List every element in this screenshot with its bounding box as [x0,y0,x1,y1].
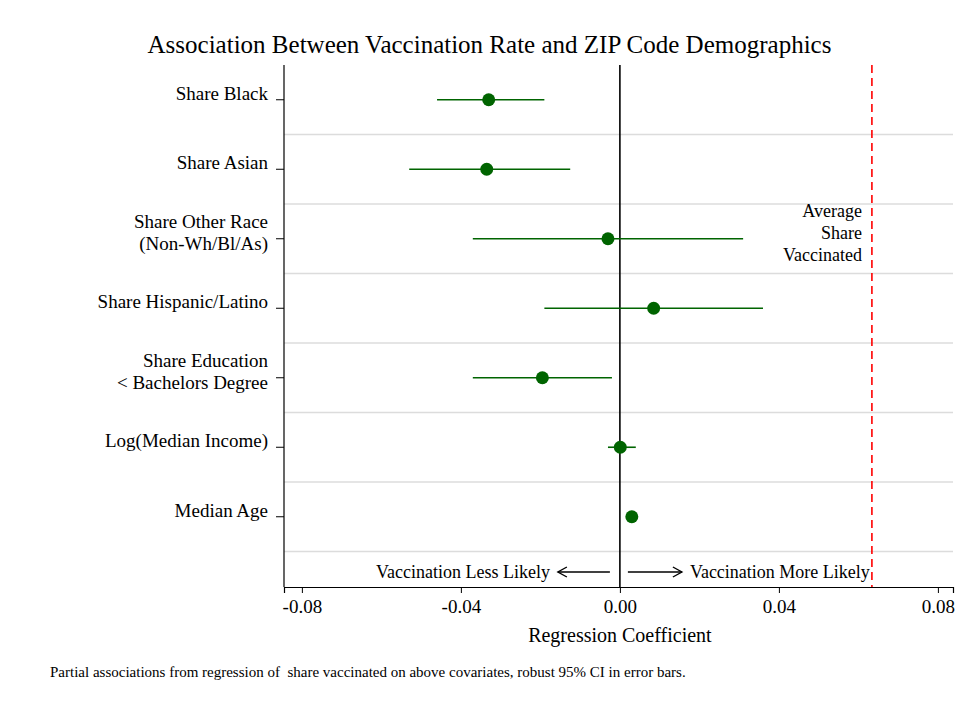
annotation: Vaccination Less Likely [376,562,550,582]
y-tick-label: Median Age [175,500,268,521]
y-tick-label: Share Education< Bachelors Degree [117,350,269,393]
point [601,232,614,245]
footnote: Partial associations from regression of … [50,664,686,680]
y-axis: Share Black Share Asian Share Other Race(N… [98,65,284,587]
y-tick: Share Black [176,83,284,104]
x-tick-mark [461,587,462,593]
x-tick: -0.04 [442,587,482,617]
reference-label: AverageShareVaccinated [783,201,862,265]
y-tick-mark [276,238,284,239]
x-tick-mark [302,587,303,593]
x-tick-label: 0.04 [763,596,797,617]
marks [409,65,872,587]
x-tick-mark [779,587,780,593]
arrow-head [558,567,567,577]
y-tick: Share Education< Bachelors Degree [117,350,284,393]
point [614,441,627,454]
direction-annotations: Vaccination Less Likely Vaccination More … [376,562,870,582]
x-tick-label: 0.08 [922,596,955,617]
point [536,371,549,384]
grid-line [284,273,953,275]
reference-line [871,65,873,587]
y-tick-label: Share Asian [177,152,269,173]
chart: Association Between Vaccination Rate and… [0,0,979,712]
y-axis-line [283,65,284,587]
grid-line [284,551,953,553]
y-tick-label: Log(Median Income) [105,430,268,452]
annotation: Vaccination More Likely [690,562,870,582]
x-tick: 0.00 [604,587,637,617]
x-tick: 0.04 [763,587,797,617]
y-tick-label: Share Black [176,83,269,104]
point [480,163,493,176]
point [625,510,638,523]
y-tick-label: Share Other Race(Non-Wh/Bl/As) [134,211,268,255]
x-tick: 0.08 [922,587,955,617]
grid [284,135,953,552]
y-tick: Log(Median Income) [105,430,284,452]
y-tick: Share Other Race(Non-Wh/Bl/As) [134,211,284,255]
y-tick-mark [276,377,284,378]
arrow-head [673,567,682,577]
y-tick-mark [276,308,284,309]
grid-line [284,481,953,483]
y-tick: Share Hispanic/Latino [98,291,284,312]
point [647,302,660,315]
point [482,93,495,106]
grid-line [284,134,953,136]
x-tick: -0.08 [283,587,323,617]
y-tick-label: Share Hispanic/Latino [98,291,268,312]
y-tick: Median Age [175,500,284,521]
x-axis: -0.08 -0.04 0.00 0.04 0.08 [283,587,955,617]
arrow [558,571,610,572]
x-axis-line [285,588,954,594]
y-tick-mark [276,447,284,448]
title: Association Between Vaccination Rate and… [148,31,832,58]
grid-line [284,342,953,344]
y-tick-mark [276,516,284,517]
x-tick-label: 0.00 [604,596,637,617]
zero-line [619,65,621,587]
grid-line [284,412,953,414]
y-tick-mark [276,169,284,170]
y-tick: Share Asian [177,152,284,173]
y-tick-mark [276,99,284,100]
x-tick-label: -0.08 [283,596,323,617]
x-tick-mark [620,587,621,593]
x-tick-label: -0.04 [442,596,482,617]
x-axis-title: Regression Coefficient [528,624,712,647]
arrow [628,571,682,572]
x-tick-mark [938,587,939,593]
